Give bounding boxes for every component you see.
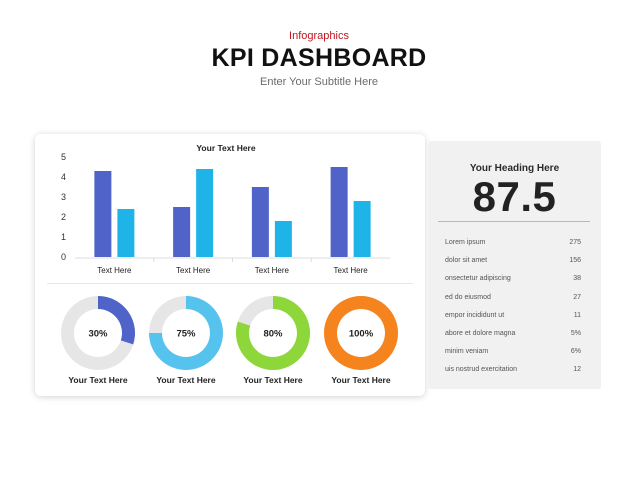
- bar-series-1: [251, 187, 269, 257]
- donut-caption: Your Text Here: [68, 375, 127, 385]
- bar-series-2: [196, 169, 214, 257]
- y-tick-label: 2: [61, 212, 66, 222]
- y-tick-label: 5: [61, 152, 66, 162]
- y-tick-label: 4: [61, 172, 66, 182]
- kpi-row-value: 156: [569, 257, 581, 265]
- card-divider: [47, 283, 413, 284]
- donut-caption: Your Text Here: [156, 375, 215, 385]
- charts-card: Your Text Here 0 1 2 3 4 5 Text Here Text Here Te…: [35, 134, 425, 396]
- donut-value-label: 100%: [349, 329, 374, 340]
- kpi-list-row: abore et dolore magna 5%: [445, 325, 581, 343]
- bar-series-2: [274, 221, 292, 257]
- kpi-row-label: minim veniam: [445, 348, 489, 356]
- kpi-list-row: empor incididunt ut 11: [445, 307, 581, 325]
- kpi-row-value: 6%: [570, 348, 581, 356]
- kpi-row-value: 12: [573, 366, 581, 374]
- kpi-list: Lorem ipsum 275 dolor sit amet 156 onsectetu…: [445, 234, 581, 380]
- kpi-row-value: 38: [573, 275, 581, 283]
- y-tick-label: 0: [61, 252, 66, 262]
- x-tick-label: Text Here: [255, 266, 290, 275]
- kpi-row-label: Lorem ipsum: [445, 239, 486, 246]
- kpi-row-label: ed do eiusmod: [445, 293, 491, 301]
- donut-segment: [149, 296, 223, 370]
- bar-series-2: [117, 209, 135, 257]
- donut-hole: [249, 309, 297, 357]
- donut-hole: [337, 309, 385, 357]
- y-tick-label: 3: [61, 192, 66, 202]
- kpi-row-label: abore et dolore magna: [445, 329, 516, 337]
- kpi-list-row: minim veniam 6%: [445, 343, 581, 361]
- y-tick-label: 1: [61, 232, 66, 242]
- kpi-list-row: onsectetur adipiscing 38: [445, 270, 581, 288]
- kpi-heading: Your Heading Here: [469, 163, 560, 174]
- kpi-row-value: 27: [573, 293, 581, 301]
- bar-series-1: [330, 167, 348, 257]
- kpi-row-label: empor incididunt ut: [445, 311, 505, 319]
- bar-series-1: [173, 207, 191, 257]
- x-tick-label: Text Here: [334, 266, 369, 275]
- kpi-row-label: onsectetur adipiscing: [445, 275, 511, 283]
- donut-hole: [162, 309, 210, 357]
- donut-value-label: 30%: [88, 329, 108, 340]
- page-kicker: Infographics: [289, 30, 349, 42]
- kpi-row-label: dolor sit amet: [445, 257, 488, 265]
- kpi-list-row: ed do eiusmod 27: [445, 289, 581, 307]
- page-title: KPI DASHBOARD: [211, 44, 427, 72]
- kpi-divider: [438, 221, 590, 222]
- kpi-value: 87.5: [472, 173, 557, 220]
- donut-caption: Your Text Here: [243, 375, 302, 385]
- x-tick-label: Text Here: [97, 266, 132, 275]
- kpi-list-row: uis nostrud exercitation 12: [445, 361, 581, 379]
- x-tick-label: Text Here: [176, 266, 211, 275]
- donut-segment: [98, 296, 135, 345]
- kpi-row-label: uis nostrud exercitation: [445, 366, 517, 374]
- donut-segment: [324, 296, 398, 370]
- donut-caption: Your Text Here: [331, 375, 390, 385]
- bar-series-2: [353, 201, 371, 257]
- donut-hole: [74, 309, 122, 357]
- bar-series-1: [94, 171, 112, 257]
- kpi-row-value: 275: [569, 239, 581, 246]
- kpi-row-value: 11: [573, 311, 581, 319]
- donut-value-label: 80%: [263, 329, 283, 340]
- donut-value-label: 75%: [176, 329, 196, 340]
- kpi-list-row: dolor sit amet 156: [445, 252, 581, 270]
- page-subtitle: Enter Your Subtitle Here: [259, 76, 379, 88]
- donut-segment: [236, 296, 311, 370]
- charts-canvas: Your Text Here 0 1 2 3 4 5 Text Here Text Here Te…: [61, 143, 398, 385]
- kpi-row-value: 5%: [570, 329, 581, 337]
- bar-chart-title: Your Text Here: [196, 143, 255, 153]
- kpi-list-row: Lorem ipsum 275: [445, 234, 581, 252]
- kpi-panel: Your Heading Here 87.5 Lorem ipsum 275 dol…: [428, 141, 601, 389]
